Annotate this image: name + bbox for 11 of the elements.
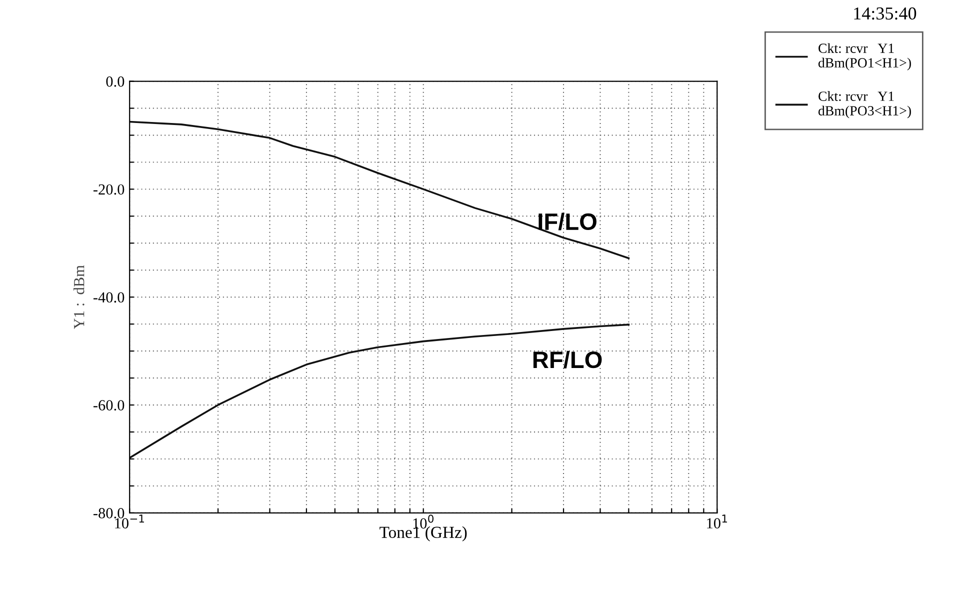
legend-label: Ckt: rcvr Y1 dBm(PO3<H1>) (818, 91, 911, 118)
y-tick-label: -60.0 (93, 400, 124, 411)
x-tick-label: 10$^{1}$ (707, 514, 727, 528)
annotation: IF/LO (538, 212, 596, 230)
text: 14:35:40 (854, 7, 916, 20)
annotation: RF/LO (533, 350, 602, 368)
y-axis-title: Y1 : dBm (74, 265, 84, 329)
legend-label: Ckt: rcvr Y1 dBm(PO1<H1>) (818, 43, 911, 70)
y-tick-label: 0.0 (106, 76, 124, 87)
y-tick-label: -40.0 (93, 292, 124, 303)
y-tick-label: -20.0 (93, 184, 124, 195)
